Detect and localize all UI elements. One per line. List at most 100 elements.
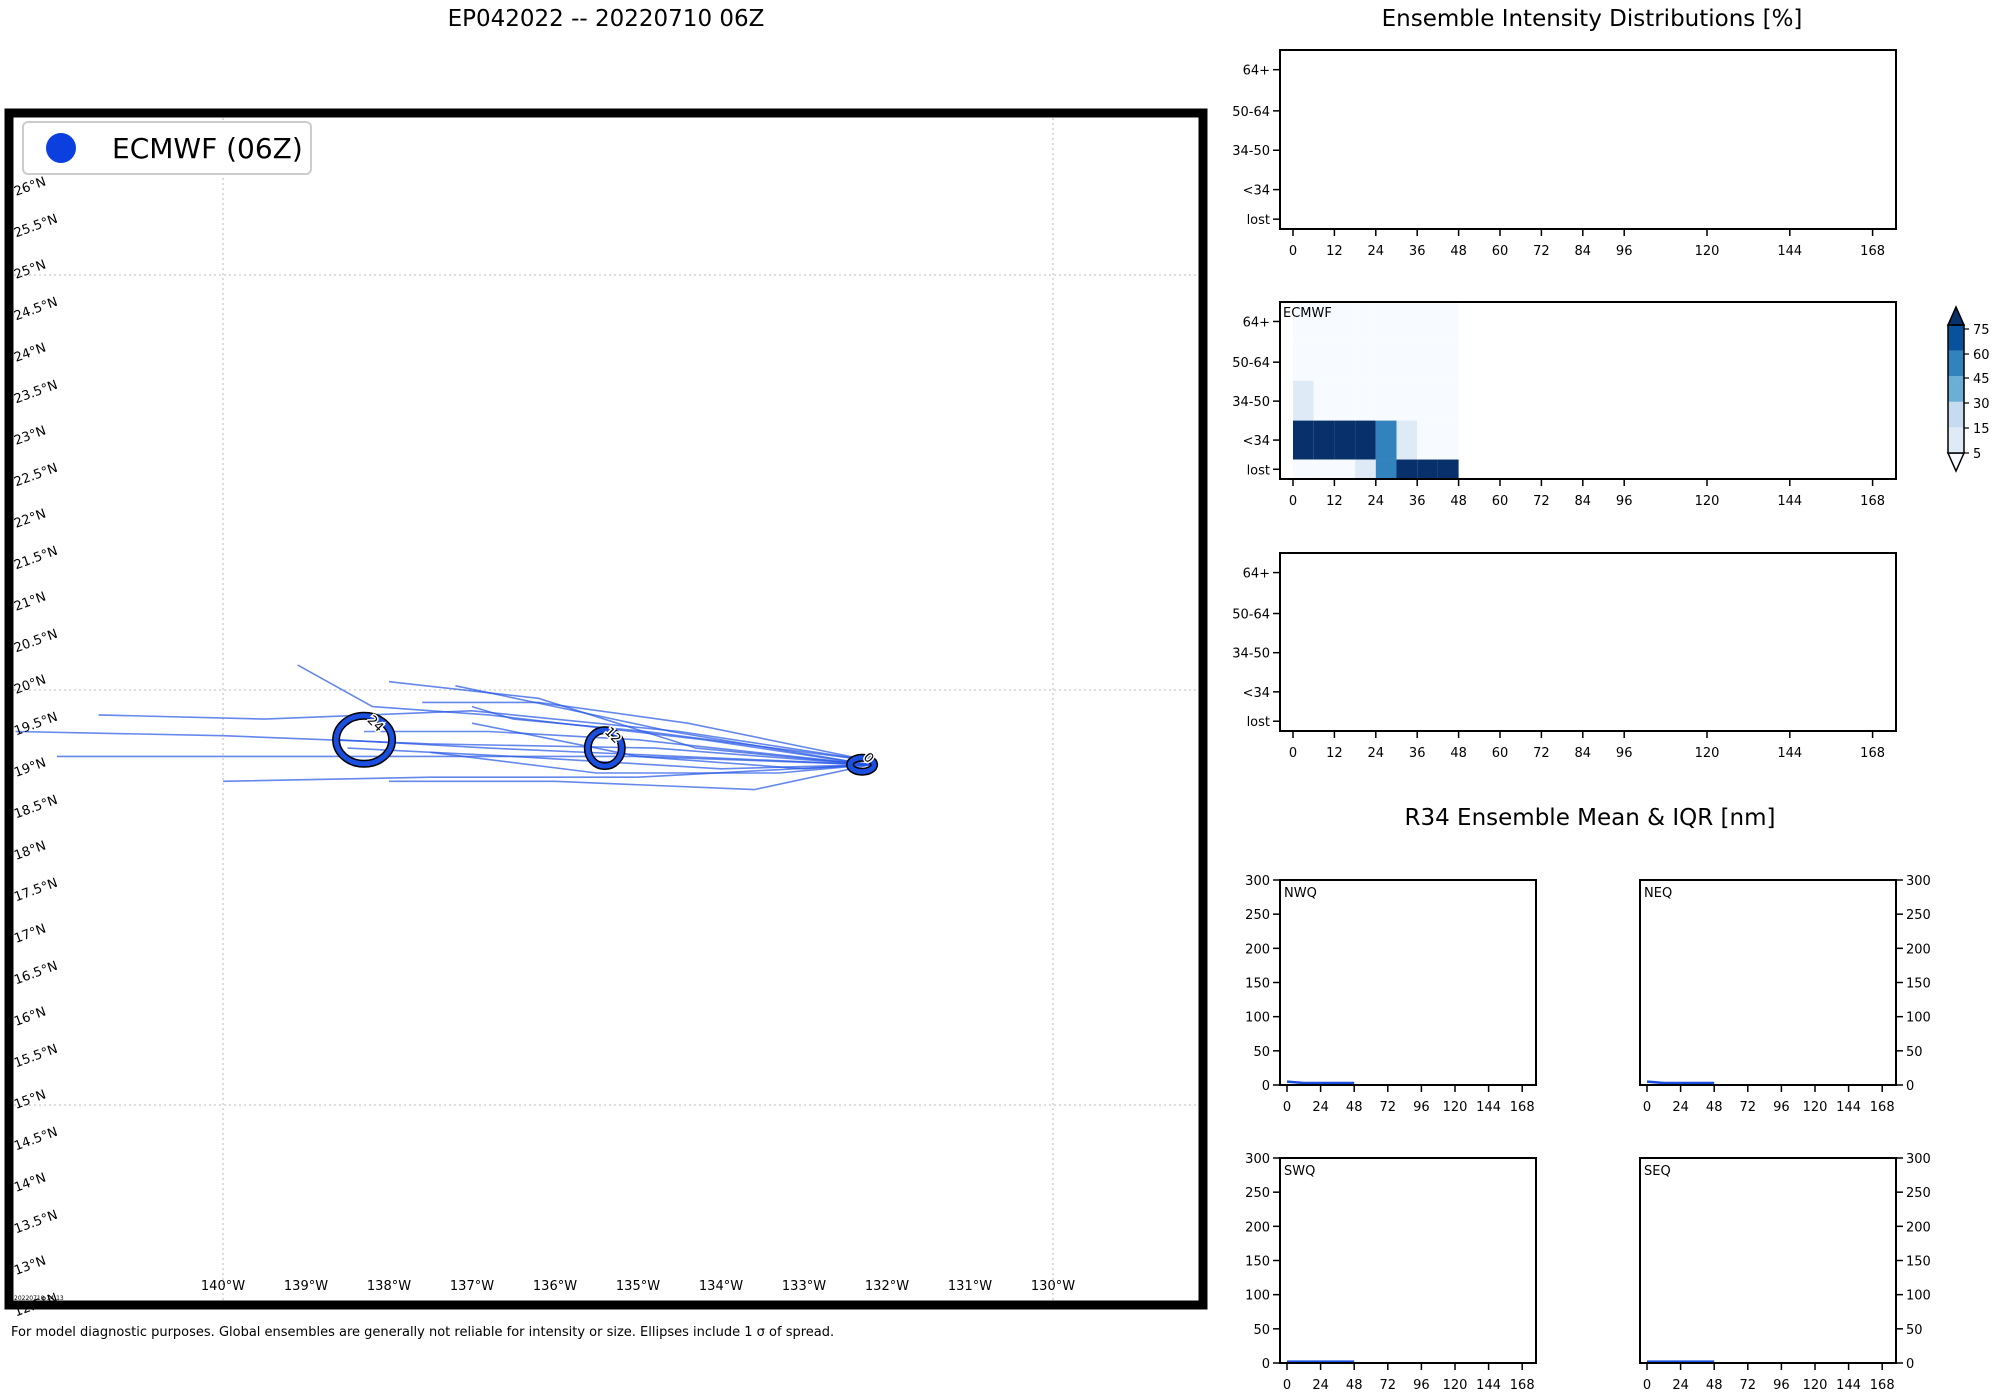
y-tick-label: 150 bbox=[1906, 1255, 1931, 1270]
panel-frame bbox=[1279, 552, 1897, 732]
x-tick-label: 144 bbox=[1476, 1100, 1501, 1115]
lat-label: 18.5°N bbox=[12, 793, 60, 823]
lon-label: 133°W bbox=[782, 1279, 826, 1294]
latitude-labels: 26°N 25.5°N 25°N 24.5°N 24°N 23.5°N 23°N 22.5°N… bbox=[12, 174, 60, 1320]
x-tick-label: 144 bbox=[1836, 1378, 1861, 1393]
ensemble-track bbox=[389, 763, 871, 791]
ensemble-track bbox=[98, 709, 871, 762]
x-tick-label: 0 bbox=[1283, 1378, 1291, 1393]
x-tick-label: 96 bbox=[1616, 746, 1633, 761]
heatmap-cell bbox=[1355, 380, 1376, 421]
y-tick-label: 0 bbox=[1262, 1357, 1270, 1372]
quadrant-label: NWQ bbox=[1284, 886, 1317, 901]
x-tick-label: 24 bbox=[1368, 494, 1385, 509]
panel-frame bbox=[1279, 879, 1537, 1086]
r34-panel-seq: SEQ 0 50 100 150 200 250 300 0 24 48 72 96 120 144 168 bbox=[1639, 1152, 1931, 1393]
x-tick-label: 48 bbox=[1450, 746, 1467, 761]
heatmap-cell bbox=[1417, 459, 1438, 479]
lat-label: 17°N bbox=[12, 921, 48, 946]
x-tick-label: 72 bbox=[1380, 1378, 1397, 1393]
map-title: EP042022 -- 20220710 06Z bbox=[447, 6, 765, 32]
x-tick-label: 96 bbox=[1773, 1100, 1790, 1115]
lat-label: 19.5°N bbox=[12, 710, 60, 740]
colorbar-segment bbox=[1948, 427, 1964, 453]
heatmap-cell bbox=[1437, 302, 1459, 342]
heatmap-cell bbox=[1334, 341, 1356, 381]
x-tick-label: 120 bbox=[1695, 494, 1720, 509]
ensemble-track bbox=[422, 701, 871, 762]
r34-mean-line bbox=[1286, 1080, 1355, 1085]
y-tick-label: <34 bbox=[1243, 184, 1270, 199]
lat-label: 24°N bbox=[12, 340, 48, 365]
y-tick-label: 50 bbox=[1906, 1045, 1923, 1060]
x-tick-label: 120 bbox=[1695, 244, 1720, 259]
x-tick-label: 144 bbox=[1777, 494, 1802, 509]
y-tick-label: 300 bbox=[1245, 1152, 1270, 1167]
lat-label: 25°N bbox=[12, 257, 48, 282]
y-tick-label: 250 bbox=[1245, 908, 1270, 923]
panel-frame bbox=[1639, 879, 1897, 1086]
x-tick-label: 24 bbox=[1672, 1100, 1689, 1115]
ensemble-track bbox=[222, 763, 871, 783]
heatmap-cell bbox=[1334, 302, 1356, 342]
x-tick-label: 24 bbox=[1368, 746, 1385, 761]
x-tick-label: 96 bbox=[1616, 494, 1633, 509]
lon-label: 136°W bbox=[533, 1279, 577, 1294]
lat-label: 13°N bbox=[12, 1253, 48, 1278]
lat-label: 16.5°N bbox=[12, 959, 60, 989]
x-tick-label: 84 bbox=[1575, 746, 1592, 761]
x-tick-label: 96 bbox=[1413, 1100, 1430, 1115]
lon-label: 135°W bbox=[616, 1279, 660, 1294]
x-tick-label: 48 bbox=[1706, 1378, 1723, 1393]
heatmap-cell bbox=[1293, 459, 1314, 479]
map-frame bbox=[4, 108, 1208, 1310]
x-tick-label: 144 bbox=[1476, 1378, 1501, 1393]
y-tick-label: 0 bbox=[1906, 1357, 1914, 1372]
lon-label: 138°W bbox=[367, 1279, 411, 1294]
y-tick-label: 64+ bbox=[1243, 315, 1270, 330]
lat-label: 23°N bbox=[12, 423, 48, 448]
ensemble-track bbox=[57, 755, 871, 766]
x-tick-label: 168 bbox=[1870, 1378, 1895, 1393]
x-tick-label: 0 bbox=[1289, 244, 1297, 259]
lat-label: 21.5°N bbox=[12, 544, 60, 574]
r34-panel-swq: SWQ 0 50 100 150 200 250 300 0 24 48 72 96 120 144 168 bbox=[1245, 1152, 1537, 1393]
x-tick-label: 60 bbox=[1492, 494, 1509, 509]
ellipse-12h: 12 bbox=[583, 723, 626, 771]
colorbar-tick-label: 15 bbox=[1973, 422, 1990, 437]
x-tick-label: 168 bbox=[1860, 746, 1885, 761]
colorbar-segment bbox=[1948, 401, 1964, 428]
lat-label: 14°N bbox=[12, 1170, 48, 1195]
ensemble-track bbox=[15, 730, 871, 766]
heatmap-cell bbox=[1334, 380, 1356, 421]
panel-frame bbox=[1279, 49, 1897, 230]
y-tick-label: 0 bbox=[1906, 1079, 1914, 1094]
x-tick-label: 12 bbox=[1326, 244, 1343, 259]
ensemble-track bbox=[471, 705, 871, 762]
x-tick-label: 48 bbox=[1706, 1100, 1723, 1115]
heatmap-cell bbox=[1375, 459, 1397, 479]
x-tick-label: 168 bbox=[1870, 1100, 1895, 1115]
x-tick-label: 24 bbox=[1672, 1378, 1689, 1393]
r34-panel-nwq: NWQ 0 50 100 150 200 250 300 0 24 48 72 96 120 144 168 bbox=[1245, 874, 1537, 1115]
heatmap-cell bbox=[1355, 341, 1376, 381]
x-tick-label: 84 bbox=[1575, 494, 1592, 509]
y-tick-label: 50 bbox=[1253, 1323, 1270, 1338]
ensemble-track bbox=[364, 730, 871, 766]
x-tick-label: 96 bbox=[1413, 1378, 1430, 1393]
lon-label: 130°W bbox=[1031, 1279, 1075, 1294]
x-tick-label: 120 bbox=[1443, 1100, 1468, 1115]
y-tick-label: 300 bbox=[1906, 874, 1931, 889]
heatmap-cell bbox=[1375, 380, 1397, 421]
colorbar-segment bbox=[1948, 376, 1964, 402]
intensity-panel-ecmwf: ECMWF 64+ 50-64 34-50 <34 lost 0 12 24 36 48 60 72 84… bbox=[1232, 301, 1897, 509]
heatmap-cell bbox=[1334, 420, 1356, 460]
x-tick-label: 144 bbox=[1777, 244, 1802, 259]
colorbar-segment bbox=[1948, 350, 1964, 377]
y-tick-label: 50 bbox=[1906, 1323, 1923, 1338]
x-tick-label: 72 bbox=[1533, 494, 1550, 509]
x-tick-label: 84 bbox=[1575, 244, 1592, 259]
x-tick-label: 60 bbox=[1492, 746, 1509, 761]
